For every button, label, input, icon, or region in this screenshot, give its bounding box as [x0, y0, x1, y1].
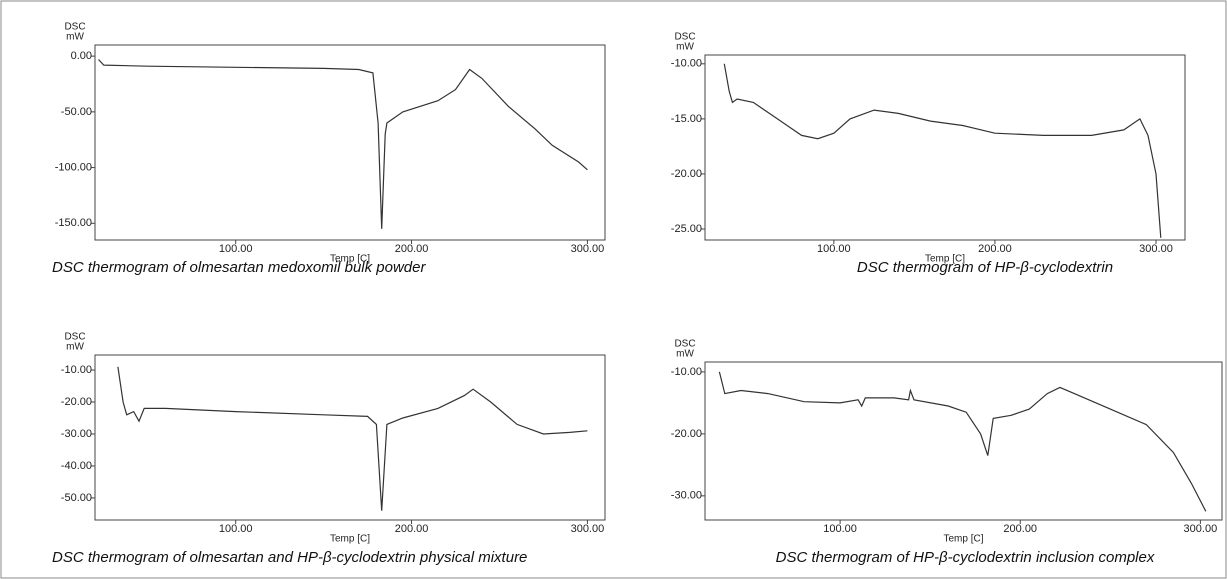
y-tick-label: -20.00	[671, 428, 702, 440]
y-tick-label: -10.00	[671, 366, 702, 378]
y-tick-label: -100.00	[55, 161, 92, 173]
y-tick-label: -40.00	[61, 460, 92, 472]
x-tick-label: 100.00	[817, 243, 851, 255]
x-axis-label: Temp [C]	[943, 534, 983, 545]
y-tick-label: -15.00	[671, 113, 702, 125]
plot-frame	[704, 54, 1186, 241]
x-tick-label: 300.00	[1139, 243, 1173, 255]
y-axis-unit: mW	[66, 32, 84, 43]
y-axis-label: DSC	[64, 332, 85, 343]
y-axis-label: DSC	[674, 32, 695, 43]
y-axis-label: DSC	[674, 339, 695, 350]
y-axis-unit: mW	[66, 342, 84, 353]
dsc-curve	[98, 59, 588, 229]
x-tick-label: 100.00	[219, 523, 253, 535]
y-axis-unit: mW	[676, 42, 694, 53]
x-axis-label: Temp [C]	[925, 254, 965, 265]
y-tick-label: -30.00	[61, 428, 92, 440]
plot-frame	[704, 361, 1223, 521]
dsc-curve	[723, 63, 1162, 238]
x-tick-label: 300.00	[571, 243, 605, 255]
y-tick-label: -10.00	[671, 58, 702, 70]
dsc-curve	[117, 366, 588, 511]
y-tick-label: -20.00	[671, 168, 702, 180]
y-tick-label: -50.00	[61, 106, 92, 118]
plot-frame	[94, 354, 606, 521]
x-tick-label: 200.00	[1003, 523, 1037, 535]
y-tick-label: -150.00	[55, 217, 92, 229]
x-tick-label: 100.00	[823, 523, 857, 535]
y-tick-label: -25.00	[671, 223, 702, 235]
plot-frame	[94, 44, 606, 241]
x-axis-label: Temp [C]	[330, 254, 370, 265]
x-tick-label: 200.00	[395, 523, 429, 535]
x-tick-label: 300.00	[1184, 523, 1218, 535]
y-axis-label: DSC	[64, 22, 85, 33]
caption: DSC thermogram of HP-β-cyclodextrin incl…	[776, 549, 1155, 566]
y-axis-unit: mW	[676, 349, 694, 360]
dsc-curve	[718, 371, 1207, 512]
x-axis-label: Temp [C]	[330, 534, 370, 545]
x-tick-label: 200.00	[978, 243, 1012, 255]
y-tick-label: -10.00	[61, 364, 92, 376]
caption: DSC thermogram of HP-β-cyclodextrin	[857, 259, 1113, 276]
y-tick-label: -50.00	[61, 492, 92, 504]
y-tick-label: -30.00	[671, 490, 702, 502]
x-tick-label: 200.00	[395, 243, 429, 255]
x-tick-label: 100.00	[219, 243, 253, 255]
caption: DSC thermogram of olmesartan and HP-β-cy…	[52, 549, 527, 566]
x-tick-label: 300.00	[571, 523, 605, 535]
y-tick-label: -20.00	[61, 396, 92, 408]
caption: DSC thermogram of olmesartan medoxomil b…	[52, 259, 426, 276]
y-tick-label: 0.00	[71, 50, 92, 62]
